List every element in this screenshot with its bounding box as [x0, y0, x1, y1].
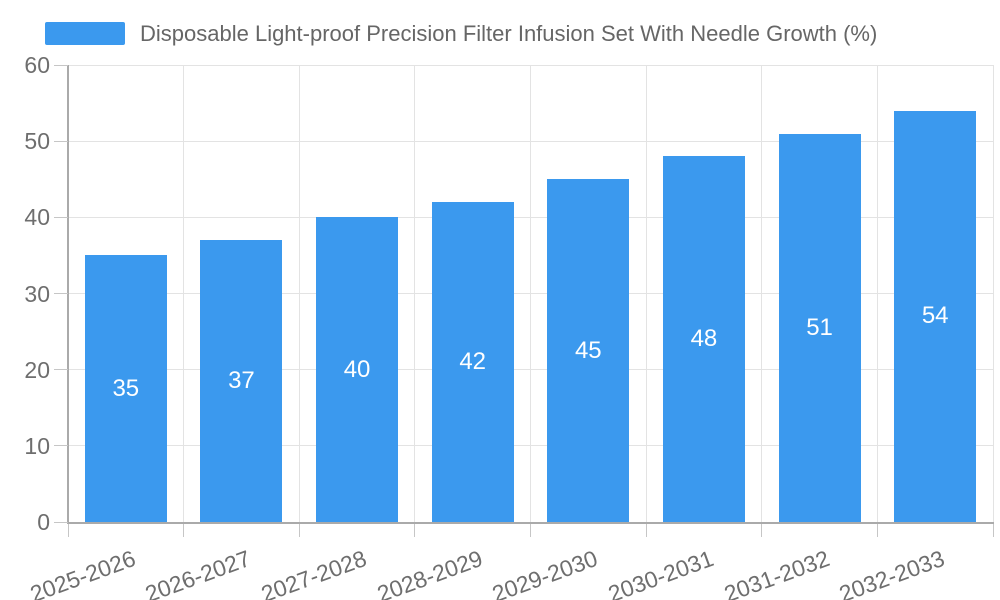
- x-axis-line: [67, 522, 994, 524]
- x-tick: [992, 524, 994, 537]
- y-tick-label: 50: [24, 128, 50, 155]
- bar[interactable]: [84, 255, 167, 522]
- bar[interactable]: [662, 156, 745, 522]
- legend-swatch-icon: [45, 22, 125, 45]
- x-tick: [183, 524, 185, 537]
- y-tick-label: 40: [24, 204, 50, 231]
- bar[interactable]: [894, 110, 977, 522]
- bar-value-label: 48: [690, 325, 718, 353]
- gridline-vertical: [183, 65, 185, 522]
- y-tick-label: 60: [24, 52, 50, 78]
- gridline-vertical: [992, 65, 994, 522]
- bar[interactable]: [431, 202, 514, 522]
- bar-value-label: 45: [574, 336, 602, 364]
- bar-value-label: 54: [921, 302, 949, 330]
- gridline-vertical: [530, 65, 531, 522]
- y-tick: [54, 216, 68, 218]
- x-tick: [298, 524, 300, 537]
- gridline-vertical: [414, 65, 416, 522]
- bar[interactable]: [316, 217, 399, 522]
- x-tick: [414, 524, 416, 537]
- gridline-vertical: [298, 65, 300, 522]
- y-tick-label: 0: [37, 509, 50, 535]
- bar-value-label: 42: [459, 348, 487, 376]
- y-tick-label: 20: [24, 356, 50, 383]
- y-tick-label: 10: [24, 432, 50, 459]
- gridline-vertical: [761, 65, 763, 522]
- bar-value-label: 51: [806, 313, 833, 341]
- gridline-vertical: [645, 65, 647, 522]
- bar-value-label: 40: [343, 355, 371, 383]
- bar[interactable]: [778, 133, 861, 522]
- bar-value-label: 35: [112, 374, 140, 402]
- x-tick: [530, 524, 531, 537]
- x-tick: [645, 524, 647, 537]
- y-tick-label: 30: [24, 280, 50, 307]
- legend[interactable]: Disposable Light-proof Precision Filter …: [45, 22, 877, 45]
- y-tick: [54, 445, 68, 447]
- y-tick: [54, 64, 68, 66]
- y-tick: [54, 293, 68, 294]
- y-axis-line: [67, 65, 69, 523]
- x-tick: [876, 524, 878, 537]
- y-tick: [54, 369, 68, 371]
- bar[interactable]: [547, 179, 630, 522]
- x-tick: [761, 524, 763, 537]
- gridline-vertical: [876, 65, 878, 522]
- x-tick: [67, 524, 69, 537]
- y-tick: [54, 140, 68, 142]
- bar-value-label: 37: [228, 367, 255, 395]
- legend-label: Disposable Light-proof Precision Filter …: [140, 21, 878, 46]
- bar[interactable]: [200, 240, 283, 522]
- y-tick: [54, 521, 68, 523]
